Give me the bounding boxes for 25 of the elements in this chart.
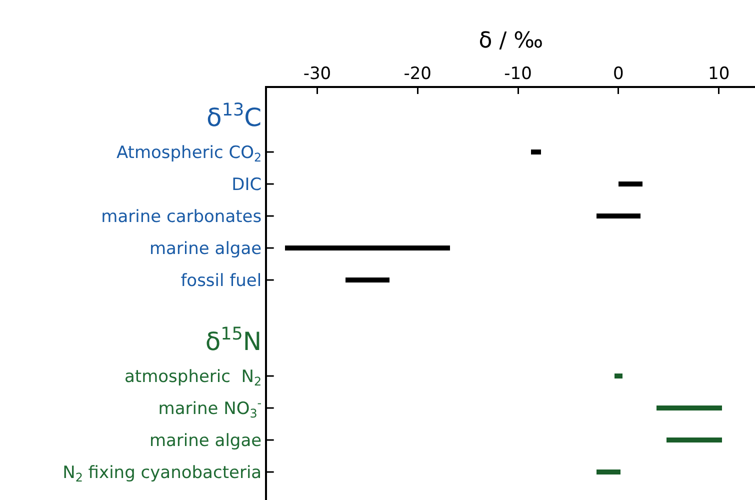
y-tick-label: N$_{2}$ fixing cyanobacteria — [62, 462, 262, 485]
y-tick-label: marine carbonates — [101, 206, 262, 227]
bar — [345, 277, 390, 283]
bar — [285, 245, 450, 251]
y-tick-label: δ$^{13}$C — [206, 100, 262, 132]
x-tick-label: 0 — [613, 64, 624, 84]
y-tick-label: DIC — [232, 174, 262, 195]
x-tick-label: -20 — [404, 64, 432, 84]
y-tick-label: marine algae — [149, 430, 262, 451]
y-tick-label: fossil fuel — [180, 270, 262, 291]
x-tick-label: -10 — [504, 64, 532, 84]
bar — [596, 213, 641, 219]
bar — [614, 373, 622, 379]
bar — [596, 469, 620, 475]
y-tick-label: Atmospheric CO$_{2}$ — [116, 142, 262, 165]
x-axis-title: δ / ‰ — [478, 28, 544, 54]
y-tick-label: atmospheric N$_{2}$ — [124, 366, 262, 389]
x-tick-label: -30 — [303, 64, 332, 84]
bar — [618, 181, 643, 187]
y-tick-label: marine algae — [149, 238, 262, 259]
y-tick-label: δ$^{15}$N — [205, 324, 262, 356]
bar — [666, 437, 722, 443]
x-tick-label: 10 — [708, 64, 730, 84]
bar — [531, 149, 542, 155]
bar — [656, 405, 722, 411]
